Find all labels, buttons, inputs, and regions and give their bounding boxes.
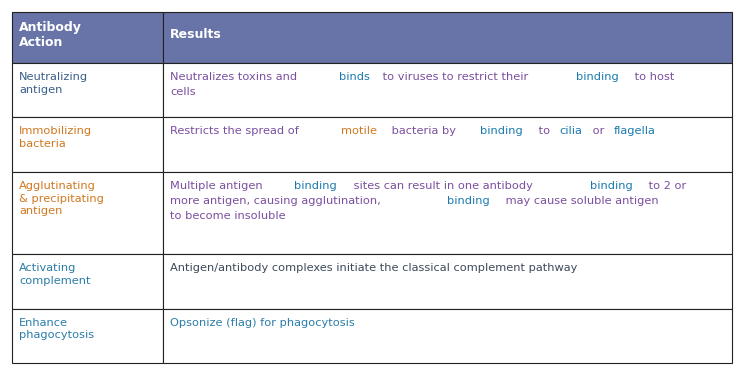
Bar (163, 12, 732, 63)
Text: Enhance
phagocytosis: Enhance phagocytosis (19, 318, 94, 340)
Text: Restricts the spread of: Restricts the spread of (170, 126, 303, 136)
Text: to: to (535, 126, 554, 136)
Bar (163, 117, 732, 172)
Text: Neutralizes toxins and: Neutralizes toxins and (170, 72, 301, 82)
Text: may cause soluble antigen: may cause soluble antigen (502, 196, 658, 206)
Bar (163, 309, 732, 363)
Text: binding: binding (590, 181, 633, 191)
Text: to become insoluble: to become insoluble (170, 211, 286, 222)
Text: cilia: cilia (559, 126, 583, 136)
Text: Multiple antigen: Multiple antigen (170, 181, 266, 191)
Text: Antigen/antibody complexes initiate the classical complement pathway: Antigen/antibody complexes initiate the … (170, 263, 577, 273)
Text: Opsonize (flag) for phagocytosis: Opsonize (flag) for phagocytosis (170, 318, 355, 328)
Text: binding: binding (480, 126, 523, 136)
Text: Immobilizing
bacteria: Immobilizing bacteria (19, 126, 92, 149)
Bar (163, 254, 732, 309)
Text: Neutralizing
antigen: Neutralizing antigen (19, 72, 88, 95)
Text: Activating
complement: Activating complement (19, 263, 91, 286)
Text: flagella: flagella (613, 126, 655, 136)
Bar (12, 63, 163, 117)
Text: binding: binding (447, 196, 490, 206)
Text: bacteria by: bacteria by (388, 126, 459, 136)
Bar (12, 254, 163, 309)
Text: Antibody
Action: Antibody Action (19, 21, 82, 49)
Text: to viruses to restrict their: to viruses to restrict their (379, 72, 532, 82)
Text: binding: binding (576, 72, 619, 82)
Bar (163, 63, 732, 117)
Text: binding: binding (295, 181, 337, 191)
Bar (12, 12, 163, 63)
Text: to host: to host (631, 72, 675, 82)
Bar (12, 172, 163, 254)
Text: Agglutinating
& precipitating
antigen: Agglutinating & precipitating antigen (19, 181, 104, 216)
Text: or: or (589, 126, 608, 136)
Bar (12, 309, 163, 363)
Text: more antigen, causing agglutination,: more antigen, causing agglutination, (170, 196, 385, 206)
Bar (12, 117, 163, 172)
Text: sites can result in one antibody: sites can result in one antibody (350, 181, 536, 191)
Text: motile: motile (341, 126, 377, 136)
Bar (163, 172, 732, 254)
Text: cells: cells (170, 87, 196, 97)
Text: to 2 or: to 2 or (645, 181, 687, 191)
Text: binds: binds (339, 72, 370, 82)
Text: Results: Results (170, 28, 222, 41)
